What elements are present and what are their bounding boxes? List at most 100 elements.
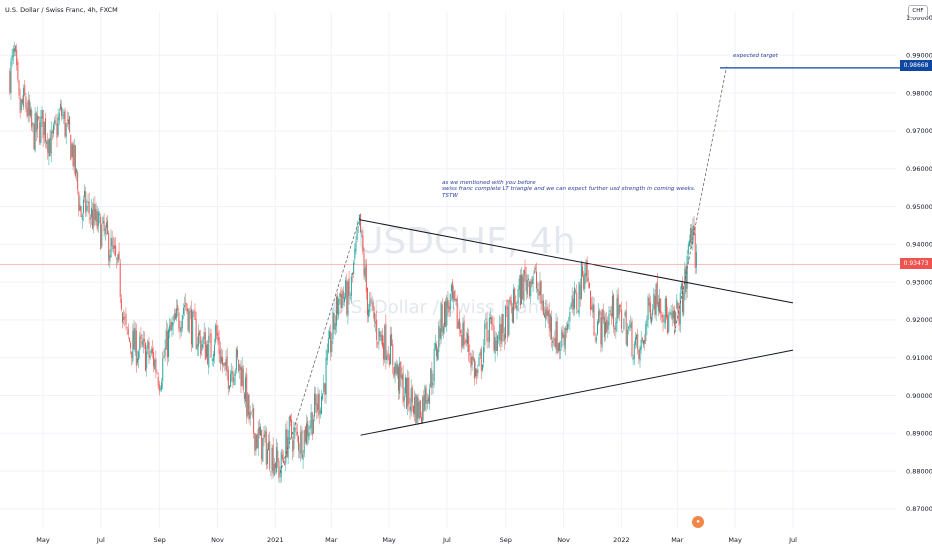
candle-body <box>481 364 483 371</box>
candle-body <box>279 474 281 475</box>
candle-body <box>394 362 396 375</box>
candle-body <box>648 298 650 306</box>
candle-body <box>575 290 577 292</box>
candle-body <box>501 313 503 342</box>
candle-body <box>487 338 489 340</box>
candle-body <box>20 99 22 111</box>
y-tick-label: 0.98000 <box>906 89 932 97</box>
candle-body <box>89 217 91 220</box>
candle-body <box>188 310 190 333</box>
candle-body <box>573 287 575 309</box>
candle-body <box>342 290 344 299</box>
candle-body <box>76 169 78 173</box>
candle-body <box>499 324 501 341</box>
candle-body <box>616 298 618 324</box>
x-tick-label: Jul <box>96 536 105 544</box>
candle-body <box>493 326 495 351</box>
candle-body <box>255 434 257 452</box>
candle-body <box>546 306 548 316</box>
candle-body <box>529 281 531 297</box>
x-tick-label: Nov <box>557 536 570 544</box>
candle-body <box>610 313 612 317</box>
candle-body <box>233 377 235 386</box>
candle-body <box>473 358 475 379</box>
tradingview-logo[interactable]: ● <box>692 516 704 528</box>
candle-body <box>534 268 536 270</box>
candle-body <box>48 139 50 157</box>
candle-body <box>562 332 564 338</box>
candle-body <box>283 458 285 460</box>
candle-body <box>593 305 595 336</box>
candle-body <box>664 298 666 324</box>
candle-body <box>32 123 34 125</box>
candle-body <box>69 116 71 133</box>
candle-body <box>475 368 477 377</box>
candle-body <box>560 349 562 351</box>
candle-body <box>25 96 27 109</box>
candle-body <box>262 438 264 462</box>
candle-body <box>99 214 101 215</box>
candle-body <box>544 313 546 318</box>
candle-body <box>421 417 423 423</box>
candle-body <box>509 297 511 302</box>
candle-body <box>634 337 636 345</box>
candle-body <box>485 318 487 321</box>
candle-body <box>678 311 680 326</box>
candle-body <box>216 325 218 336</box>
candle-body <box>470 356 472 368</box>
y-tick-label: 0.89000 <box>906 430 932 438</box>
candle-body <box>212 354 214 361</box>
candle-body <box>576 292 578 310</box>
candle-body <box>565 328 567 331</box>
candle-body <box>195 318 197 349</box>
candle-body <box>204 332 206 360</box>
candle-body <box>464 341 466 344</box>
candle-body <box>527 278 529 280</box>
candle-body <box>465 339 467 343</box>
candle-body <box>21 99 23 104</box>
candle-body <box>84 190 86 198</box>
candle-body <box>324 383 326 395</box>
candle-body <box>47 139 49 153</box>
candle-body <box>192 311 194 348</box>
candle-body <box>691 228 693 244</box>
chart-header-title: U.S. Dollar / Swiss Franc, 4h, FXCM <box>5 6 118 14</box>
candle-body <box>568 325 570 326</box>
candle-body <box>687 244 689 254</box>
candle-body <box>51 131 53 134</box>
candle-body <box>419 400 421 418</box>
candle-body <box>653 294 655 310</box>
candle-body <box>278 461 280 478</box>
candle-body <box>431 370 433 388</box>
candle-body <box>445 300 447 328</box>
candle-body <box>219 350 221 364</box>
candle-body <box>401 374 403 380</box>
candle-body <box>675 312 677 325</box>
candle-body <box>345 280 347 298</box>
candle-body <box>676 299 678 309</box>
candle-body <box>302 454 304 460</box>
candle-body <box>44 118 46 142</box>
candle-body <box>90 207 92 218</box>
currency-badge[interactable]: CHF <box>908 5 928 18</box>
candle-body <box>263 434 265 439</box>
candle-body <box>226 356 228 372</box>
candle-body <box>403 396 405 401</box>
candle-body <box>225 359 227 370</box>
candle-body <box>500 323 502 345</box>
candle-body <box>596 321 598 335</box>
candle-body <box>429 389 431 404</box>
y-tick-label: 0.92000 <box>906 316 932 324</box>
candle-body <box>260 426 262 436</box>
candle-body <box>660 298 662 314</box>
candle-body <box>246 374 248 417</box>
candle-body <box>42 110 44 139</box>
candle-body <box>561 330 563 348</box>
candle-body <box>640 340 642 350</box>
candle-body <box>570 304 572 309</box>
candle-body <box>131 351 133 358</box>
candle-body <box>19 97 21 113</box>
candle-body <box>624 312 626 316</box>
candle-body <box>172 322 174 326</box>
